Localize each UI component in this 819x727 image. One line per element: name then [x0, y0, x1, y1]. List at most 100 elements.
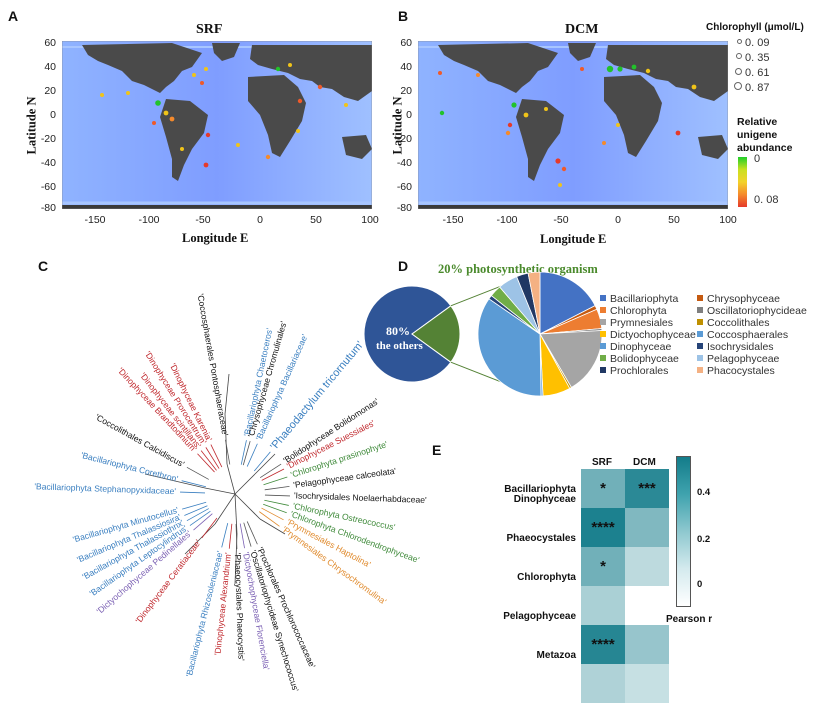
sample-dot — [631, 64, 637, 70]
panel-label-e: E — [432, 442, 442, 458]
tree-leaf-branch — [221, 523, 229, 548]
south-america-landmass — [516, 99, 564, 181]
tree-leaf-branch — [181, 480, 206, 488]
tree-leaf-branch — [235, 523, 238, 549]
srf-xtick: -50 — [195, 214, 211, 226]
sample-dot — [617, 66, 623, 72]
srf-xtick: -150 — [84, 214, 106, 226]
sample-dot — [288, 63, 292, 67]
srf-xtick: 0 — [257, 214, 263, 226]
sample-dot — [645, 68, 651, 74]
tree-internal-branch — [234, 493, 261, 520]
dcm-ytick: 60 — [400, 37, 412, 49]
sample-dot — [616, 123, 620, 127]
pie-slice — [527, 272, 541, 335]
tree-leaf-branch — [246, 521, 258, 545]
dcm-ylabel: Latitude N — [390, 96, 405, 155]
abundance-min-label: 0. 08 — [754, 194, 779, 206]
srf-ytick: 20 — [44, 85, 56, 97]
sample-dot — [580, 67, 584, 71]
sample-dot — [438, 71, 442, 75]
srf-sample-dots — [100, 63, 348, 168]
legend-swatch — [600, 343, 606, 349]
dcm-xtick: -100 — [496, 214, 518, 226]
tree-leaf-branch — [200, 450, 217, 471]
sample-dot — [152, 121, 156, 125]
srf-ytick: 40 — [44, 61, 56, 73]
tree-internal-branch — [184, 523, 216, 555]
legend-swatch — [600, 367, 606, 373]
sample-dot — [523, 112, 529, 118]
heatmap-cell — [625, 508, 669, 547]
legend-swatch — [600, 319, 606, 325]
chlorophyll-legend-item: 0. 09 — [737, 37, 769, 49]
north-america-landmass — [82, 43, 202, 93]
sample-dot — [155, 100, 161, 106]
africa-landmass — [604, 75, 662, 157]
tree-internal-branch — [204, 487, 236, 495]
srf-ytick: 0 — [50, 109, 56, 121]
dcm-xtick: 50 — [668, 214, 680, 226]
colorbar-tick: 0 — [697, 579, 703, 590]
tree-leaf-branch — [240, 440, 247, 465]
legend-swatch — [697, 355, 703, 361]
tree-leaf-branch — [182, 501, 207, 510]
legend-swatch — [600, 295, 606, 301]
pie-title: 20% photosynthetic organism — [438, 262, 598, 276]
tree-leaf-branch — [205, 447, 220, 469]
sample-dot — [544, 107, 548, 111]
abundance-colorbar — [738, 157, 747, 207]
pie-legend-item: Dinophyceae — [600, 341, 671, 353]
srf-xtick: -100 — [138, 214, 160, 226]
pearson-colorbar — [676, 456, 691, 607]
heatmap-col-header: DCM — [633, 457, 656, 468]
heatmap-cell: *** — [625, 469, 669, 508]
tree-leaf-branch — [180, 491, 206, 494]
pie-legend-item: Isochrysidales — [697, 341, 774, 353]
pie-legend-item: Chrysophyceae — [697, 293, 780, 305]
legend-swatch — [697, 331, 703, 337]
tree-internal-branch — [214, 493, 236, 525]
tree-leaf-branch — [186, 466, 209, 480]
srf-ytick: 60 — [44, 37, 56, 49]
legend-swatch — [697, 343, 703, 349]
srf-xtick: 50 — [310, 214, 322, 226]
colorbar-label: Pearson r — [666, 614, 713, 625]
eurasia-landmass — [606, 45, 728, 101]
abundance-legend-title-1: Relative — [737, 116, 778, 128]
chlorophyll-legend-item: 0. 35 — [736, 52, 769, 64]
tree-leaf-branch — [263, 503, 287, 514]
tree-leaf-branch — [264, 494, 290, 497]
sample-dot — [476, 73, 480, 77]
heatmap-cell: **** — [581, 508, 625, 547]
sample-dot — [205, 132, 211, 138]
heatmap-grid: * *** **** * **** — [581, 469, 669, 727]
sample-dot — [236, 143, 240, 147]
tree-leaf-branch — [243, 522, 252, 547]
tree-leaf-branch — [210, 444, 223, 468]
chlorophyll-legend-item: 0. 87 — [734, 82, 769, 94]
tree-internal-branch — [224, 413, 228, 465]
sample-dot — [203, 162, 209, 168]
srf-ytick: -20 — [40, 133, 56, 145]
heatmap-row-label: Bacillariophyta — [504, 484, 576, 495]
tree-internal-branch — [234, 473, 256, 495]
pie-chart — [363, 272, 603, 397]
tree-leaf-branch — [259, 511, 280, 527]
srf-xtick: 100 — [361, 214, 379, 226]
others-slice — [363, 285, 452, 383]
photosynthetic-slice — [411, 305, 461, 363]
sample-dot — [163, 110, 169, 116]
others-percent-label: 80% — [386, 324, 410, 338]
sample-dot — [192, 73, 196, 77]
tree-internal-branch — [226, 463, 236, 495]
pie-legend-item: Prochlorales — [600, 365, 668, 377]
pie-legend-item: Chlorophyta — [600, 305, 667, 317]
dcm-ytick: 0 — [406, 109, 412, 121]
dcm-ytick: 20 — [400, 85, 412, 97]
chlorophyll-legend-item: 0. 61 — [735, 67, 769, 79]
pie-slice — [477, 298, 542, 397]
heatmap-cell — [625, 547, 669, 586]
eurasia-landmass — [250, 45, 372, 101]
legend-swatch — [600, 331, 606, 337]
